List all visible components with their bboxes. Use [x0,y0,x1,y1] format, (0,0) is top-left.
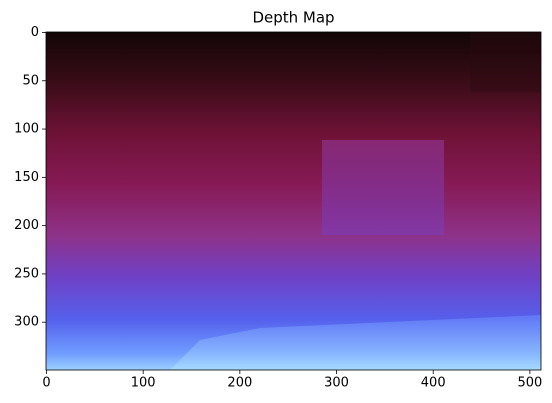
x-tick-label: 0 [42,376,50,391]
y-tick-label: 300 [14,315,39,330]
x-tick-label: 200 [227,376,252,391]
y-tick-label: 50 [22,73,39,88]
x-tick-label: 100 [131,376,156,391]
y-tick-label: 150 [14,170,39,185]
y-tick-label: 200 [14,218,39,233]
y-tick-label: 250 [14,266,39,281]
x-tick-label: 400 [421,376,446,391]
x-tick-label: 300 [324,376,349,391]
axes-frame [45,31,542,371]
chart-title: Depth Map [252,9,334,27]
y-tick-label: 100 [14,122,39,137]
depth-image [46,32,541,370]
x-tick-label: 500 [517,376,542,391]
y-tick-label: 0 [31,25,39,40]
